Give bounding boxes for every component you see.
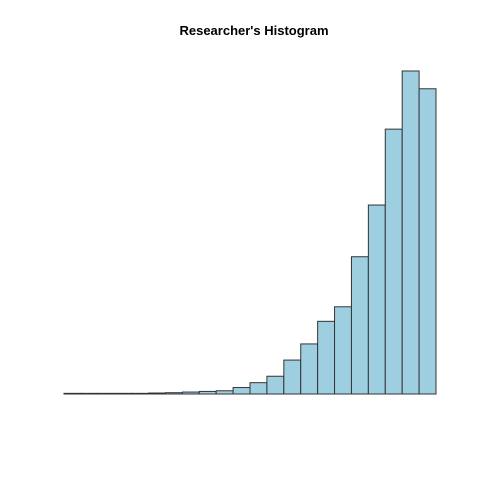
chart-title: Researcher's Histogram — [179, 23, 328, 38]
histogram-bar-14 — [283, 359, 302, 395]
histogram-bar-19 — [367, 204, 386, 395]
histogram-bar-21 — [401, 70, 420, 395]
histogram-bar-16 — [317, 320, 336, 395]
bars-group — [63, 70, 437, 395]
histogram-bar-12 — [249, 382, 268, 395]
histogram-bar-15 — [300, 343, 319, 395]
histogram-bar-13 — [266, 375, 285, 395]
histogram-bar-20 — [384, 128, 403, 395]
histogram-bar-18 — [350, 256, 369, 395]
histogram-bar-11 — [232, 387, 251, 395]
histogram-bar-17 — [334, 306, 352, 395]
histogram-bar-22 — [418, 88, 437, 395]
